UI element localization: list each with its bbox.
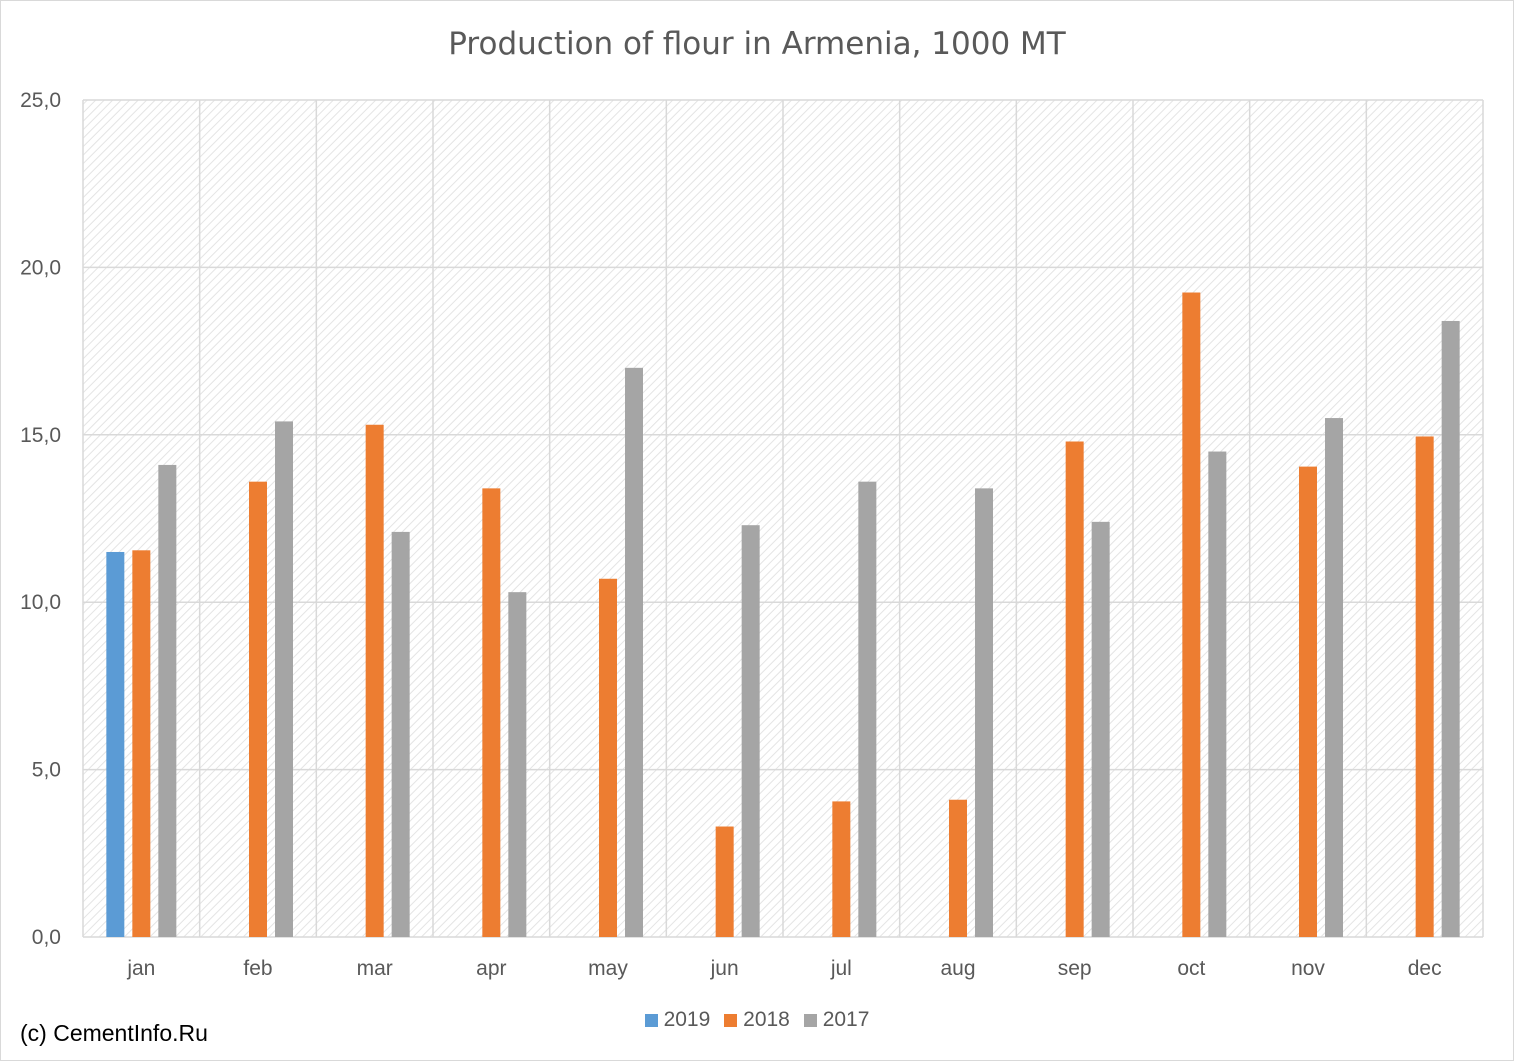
x-tick-label: dec	[1408, 957, 1442, 980]
x-tick-label: jan	[126, 957, 155, 980]
bar-2017-oct	[1208, 451, 1227, 937]
x-tick-label: mar	[357, 957, 393, 980]
legend-label-2019: 2019	[663, 1008, 711, 1031]
bar-2017-nov	[1325, 418, 1343, 937]
bar-2018-jul	[832, 801, 851, 937]
x-tick-label: jul	[830, 957, 852, 980]
legend-label-2017: 2017	[822, 1008, 870, 1031]
bar-2018-jan	[132, 550, 151, 937]
x-tick-label: jun	[710, 957, 739, 980]
chart-title: Production of flour in Armenia, 1000 MT	[448, 26, 1066, 62]
bar-2018-dec	[1415, 436, 1434, 937]
y-tick-label: 20,0	[20, 256, 61, 279]
legend-item-2017: 2017	[803, 1008, 870, 1032]
x-tick-label: oct	[1177, 957, 1205, 980]
bar-2019-jan	[106, 551, 125, 937]
y-tick-label: 25,0	[20, 89, 61, 112]
credit-text: (c) CementInfo.Ru	[20, 1020, 208, 1046]
bar-2017-jan	[158, 464, 177, 937]
y-tick-label: 15,0	[20, 424, 61, 447]
legend-swatch-2019	[644, 1014, 658, 1027]
bar-2017-jun	[741, 525, 760, 937]
bar-2018-jun	[715, 826, 734, 937]
x-tick-label: may	[588, 957, 628, 980]
bar-2017-jul	[858, 481, 877, 937]
bar-2018-sep	[1065, 441, 1084, 937]
bar-2017-apr	[508, 592, 527, 937]
y-tick-label: 0,0	[32, 926, 61, 949]
bar-2017-aug	[975, 488, 993, 937]
bar-2018-oct	[1182, 292, 1201, 937]
bar-2018-feb	[249, 481, 267, 937]
bar-2017-dec	[1441, 320, 1460, 937]
x-tick-label: nov	[1291, 957, 1325, 980]
x-tick-label: sep	[1058, 957, 1092, 980]
x-tick-label: aug	[940, 957, 975, 980]
legend: 2019 2018 2017	[0, 1008, 1514, 1032]
bar-2017-feb	[275, 421, 293, 938]
bar-2017-sep	[1091, 521, 1110, 937]
bar-2017-mar	[391, 531, 410, 937]
bar-2018-aug	[949, 799, 967, 937]
legend-swatch-2018	[724, 1014, 738, 1027]
y-tick-label: 5,0	[32, 759, 61, 782]
legend-item-2018: 2018	[724, 1008, 790, 1032]
bar-2018-may	[599, 578, 617, 937]
y-tick-label: 10,0	[20, 591, 61, 614]
bar-2018-nov	[1299, 466, 1317, 937]
legend-swatch-2017	[803, 1014, 817, 1027]
x-tick-label: apr	[476, 957, 506, 980]
legend-label-2018: 2018	[743, 1008, 790, 1031]
bar-2018-apr	[482, 488, 501, 937]
bar-2017-may	[625, 367, 643, 938]
x-tick-label: feb	[243, 957, 272, 980]
legend-item-2019: 2019	[644, 1008, 711, 1032]
bar-chart: 0,0 5,0 10,0 15,0 20,0 25,0 jan feb mar apr may jun…	[20, 89, 1484, 980]
bar-2018-mar	[365, 424, 384, 938]
